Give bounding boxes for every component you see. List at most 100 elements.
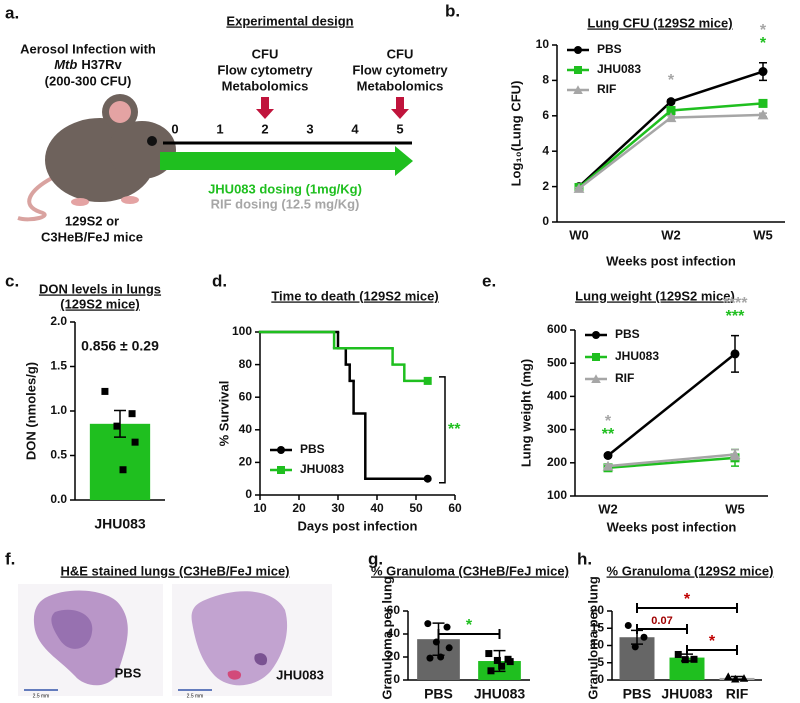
data-point xyxy=(681,656,689,664)
point xyxy=(730,349,740,359)
scale-text: 2.5 mm xyxy=(33,693,50,699)
legend-marker xyxy=(277,446,285,454)
x-axis-label: Weeks post infection xyxy=(607,519,737,534)
point xyxy=(758,98,768,108)
y-tick-label: 20 xyxy=(591,603,605,617)
histology-title: H&E stained lungs (C3HeB/FeJ mice) xyxy=(61,563,290,578)
x-tick-label: W0 xyxy=(569,227,589,242)
x-tick-label: W5 xyxy=(725,501,745,516)
significance-bracket xyxy=(439,376,446,484)
y-tick-label: 600 xyxy=(547,322,567,336)
chart-title: % Granuloma (129S2 mice) xyxy=(607,563,774,578)
x-tick-label: W2 xyxy=(661,227,681,242)
data-point xyxy=(640,633,648,641)
y-tick-label: 40 xyxy=(239,422,253,436)
scale-text: 2.5 mm xyxy=(187,693,204,699)
chart-title: Lung weight (129S2 mice) xyxy=(575,288,735,303)
mice-text: C3HeB/FeJ mice xyxy=(41,229,143,244)
point xyxy=(729,449,741,459)
legend-label: JHU083 xyxy=(597,62,641,76)
legend-label: JHU083 xyxy=(615,349,659,363)
legend-marker xyxy=(574,46,582,54)
y-tick-label: 0 xyxy=(393,672,400,686)
significance: * xyxy=(466,617,473,634)
y-tick-label: 40 xyxy=(387,626,401,640)
x-tick-label: JHU083 xyxy=(661,686,713,702)
data-point xyxy=(493,656,501,664)
y-tick-label: 5 xyxy=(597,655,604,669)
y-tick-label: 0.0 xyxy=(50,492,67,506)
mouse-foot xyxy=(121,196,139,204)
y-tick-label: 500 xyxy=(547,355,567,369)
infection-dose: (200-300 CFU) xyxy=(45,73,132,88)
y-axis-label: % Granuloma per lung xyxy=(585,576,600,703)
data-point xyxy=(506,658,514,666)
significance: 0.07 xyxy=(651,615,672,627)
x-tick-label: PBS xyxy=(424,686,453,702)
strain: H37Rv xyxy=(81,57,122,72)
x-tick-label: JHU083 xyxy=(94,516,146,532)
infection-text: Aerosol Infection with xyxy=(20,41,156,56)
design-title: Experimental design xyxy=(226,13,353,28)
sampling-text: Flow cytometry xyxy=(217,62,313,77)
data-point xyxy=(426,654,434,662)
error-bar xyxy=(114,409,126,438)
data-point xyxy=(498,662,506,670)
lung-lesion xyxy=(51,609,93,649)
data-point xyxy=(445,644,453,652)
y-tick-label: 100 xyxy=(547,488,567,502)
data-point xyxy=(128,410,136,418)
dosing-arrow xyxy=(160,146,413,176)
legend-marker xyxy=(277,466,285,474)
significance: * xyxy=(684,591,691,608)
legend-label: JHU083 xyxy=(300,462,344,476)
legend-marker xyxy=(573,85,583,94)
error-bar xyxy=(432,622,445,657)
y-tick-label: 0.5 xyxy=(50,448,67,462)
series-line xyxy=(578,113,764,190)
y-tick-label: 100 xyxy=(232,324,252,338)
y-tick-label: 400 xyxy=(547,389,567,403)
y-tick-label: 10 xyxy=(591,638,605,652)
dosing-text: JHU083 dosing (1mg/Kg) xyxy=(208,181,362,196)
data-point xyxy=(739,674,749,682)
legend-marker xyxy=(591,374,601,383)
point xyxy=(602,460,614,471)
data-point xyxy=(631,643,639,651)
significance: * xyxy=(760,22,767,39)
point xyxy=(757,109,769,120)
legend-label: PBS xyxy=(597,42,622,56)
legend-label: RIF xyxy=(597,82,616,96)
point xyxy=(666,105,676,115)
significance-bracket xyxy=(636,603,738,613)
x-tick-label: W5 xyxy=(753,227,773,242)
y-axis-label: % Survival xyxy=(216,381,231,447)
dosing-text: RIF dosing (12.5 mg/Kg) xyxy=(211,196,360,211)
y-axis-label: Lung weight (mg) xyxy=(518,359,533,467)
mouse-tail xyxy=(17,176,53,222)
data-point xyxy=(485,650,493,658)
y-axis-label: % Granuloma per lung xyxy=(379,576,394,703)
x-tick-label: PBS xyxy=(623,686,652,702)
organism: Mtb xyxy=(54,57,77,72)
series-line xyxy=(607,352,736,457)
panel-letter: e. xyxy=(482,271,496,290)
y-tick-label: 20 xyxy=(239,455,253,469)
lung-lesion xyxy=(227,670,242,680)
data-point xyxy=(113,422,121,430)
legend-marker xyxy=(574,66,582,74)
sampling-text: Flow cytometry xyxy=(352,62,448,77)
data-point xyxy=(101,387,109,395)
data-point xyxy=(487,667,495,675)
y-tick-label: 0 xyxy=(542,214,549,228)
significance: * xyxy=(605,413,612,430)
x-tick-label: RIF xyxy=(726,686,749,702)
timeline-label: 4 xyxy=(351,121,359,136)
y-tick-label: 0 xyxy=(597,672,604,686)
significance: * xyxy=(760,35,767,52)
data-point xyxy=(424,620,432,628)
x-tick-label: 60 xyxy=(448,501,462,515)
chart-title: Time to death (129S2 mice) xyxy=(271,288,438,303)
point xyxy=(666,97,676,107)
timeline-label: 3 xyxy=(306,121,313,136)
